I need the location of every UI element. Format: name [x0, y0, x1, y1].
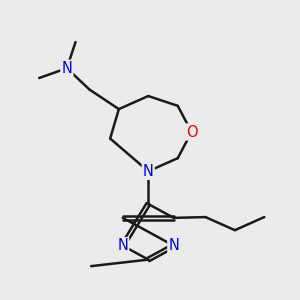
Text: O: O [186, 124, 197, 140]
Text: N: N [61, 61, 72, 76]
Text: N: N [168, 238, 179, 253]
Text: N: N [117, 238, 128, 253]
Text: N: N [143, 164, 154, 179]
